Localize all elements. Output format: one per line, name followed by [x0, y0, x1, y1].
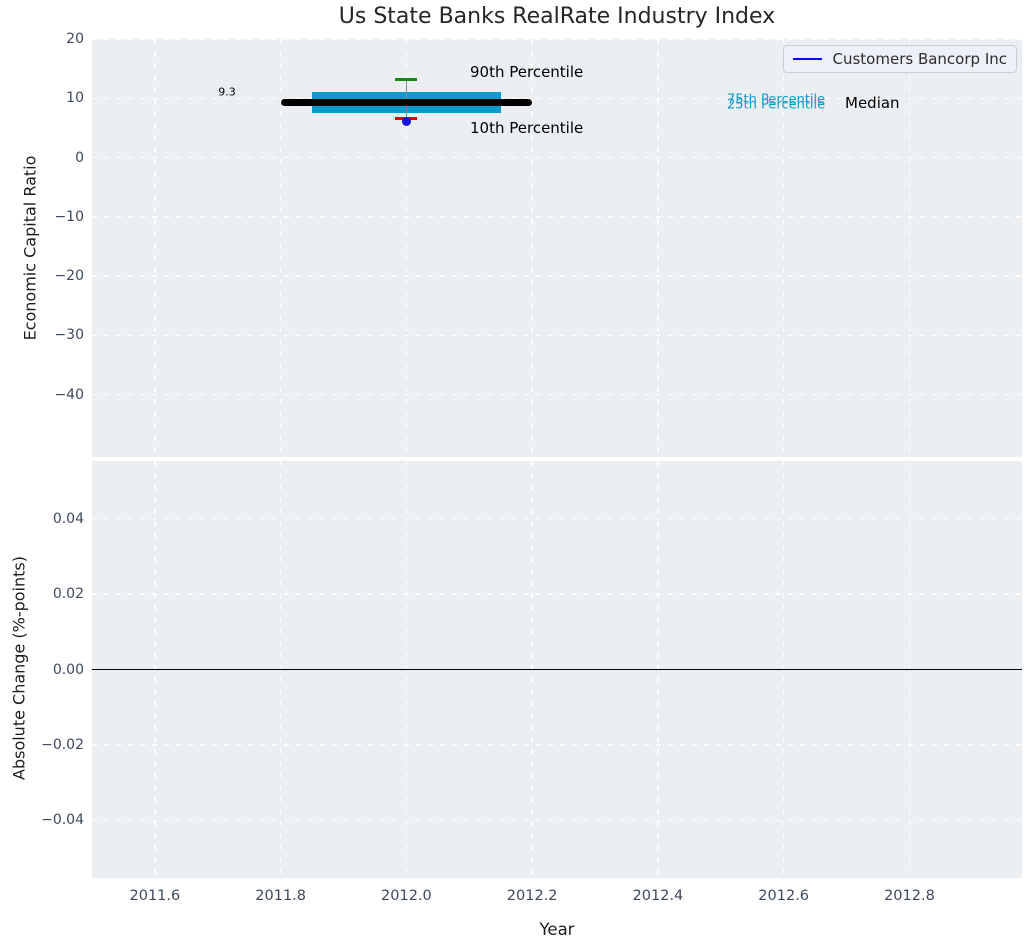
gridline-horizontal [92, 156, 1022, 159]
y-tick-label: −0.02 [41, 736, 84, 753]
legend: Customers Bancorp Inc [783, 45, 1017, 73]
annotation-p25-label: 25th Percentile [727, 97, 826, 113]
x-tick-label: 2011.6 [129, 888, 181, 904]
y-tick-label: −0.04 [41, 812, 84, 829]
gridline-vertical [531, 39, 533, 457]
chart-title: Us State Banks RealRate Industry Index [338, 4, 776, 29]
annotation-p90-label: 90th Percentile [470, 63, 584, 81]
x-tick-label: 2012.2 [506, 888, 558, 904]
annotation-median-label: Median [845, 94, 900, 112]
gridline-horizontal [92, 819, 1022, 821]
y-tick-label: −30 [54, 327, 84, 344]
gridline-vertical [782, 39, 785, 457]
x-tick-label: 2012.0 [381, 888, 432, 904]
y-tick-label: −40 [54, 386, 84, 403]
zero-line [92, 668, 1022, 671]
gridline-horizontal [92, 216, 1022, 218]
annotation-p75-label: 75th Percentile [727, 92, 826, 108]
x-tick-label: 2012.4 [632, 888, 684, 904]
legend-line-sample [793, 58, 822, 60]
gridline-vertical [154, 39, 156, 457]
gridline-horizontal [92, 517, 1022, 520]
y-tick-label: 0.04 [52, 510, 84, 527]
y-tick-label: 0 [75, 149, 84, 166]
annotation-p10-label: 10th Percentile [470, 119, 584, 137]
y-axis-label-top: Economic Capital Ratio [20, 155, 40, 341]
gridline-horizontal [92, 334, 1022, 337]
y-tick-label: 10 [66, 90, 84, 107]
company-dot [401, 116, 411, 126]
gridline-vertical [657, 39, 659, 457]
gridline-vertical [908, 39, 911, 457]
top-plot-area [92, 39, 1022, 457]
y-tick-label: 20 [66, 31, 84, 47]
y-tick-label: −10 [54, 208, 84, 225]
legend-label: Customers Bancorp Inc [832, 50, 1008, 68]
x-tick-label: 2011.8 [255, 888, 307, 904]
p90-cap [395, 78, 418, 82]
y-tick-label: 0.02 [52, 586, 84, 603]
gridline-horizontal [92, 275, 1022, 277]
gridline-horizontal [92, 394, 1022, 396]
gridline-vertical [279, 39, 282, 457]
gridline-horizontal [92, 744, 1022, 746]
x-tick-label: 2012.6 [758, 888, 810, 904]
bottom-plot-area [92, 461, 1022, 878]
annotation-median-value: 9.3 [218, 85, 236, 99]
gridline-horizontal [92, 593, 1022, 595]
gridline-vertical [405, 39, 408, 457]
x-tick-label: 2012.8 [884, 888, 935, 904]
y-tick-label: −20 [54, 268, 84, 285]
median-line [280, 98, 533, 106]
y-tick-label: 0.00 [52, 661, 84, 678]
x-axis-label: Year [539, 920, 575, 939]
gridline-horizontal [92, 97, 1022, 99]
gridline-horizontal [92, 39, 1022, 40]
